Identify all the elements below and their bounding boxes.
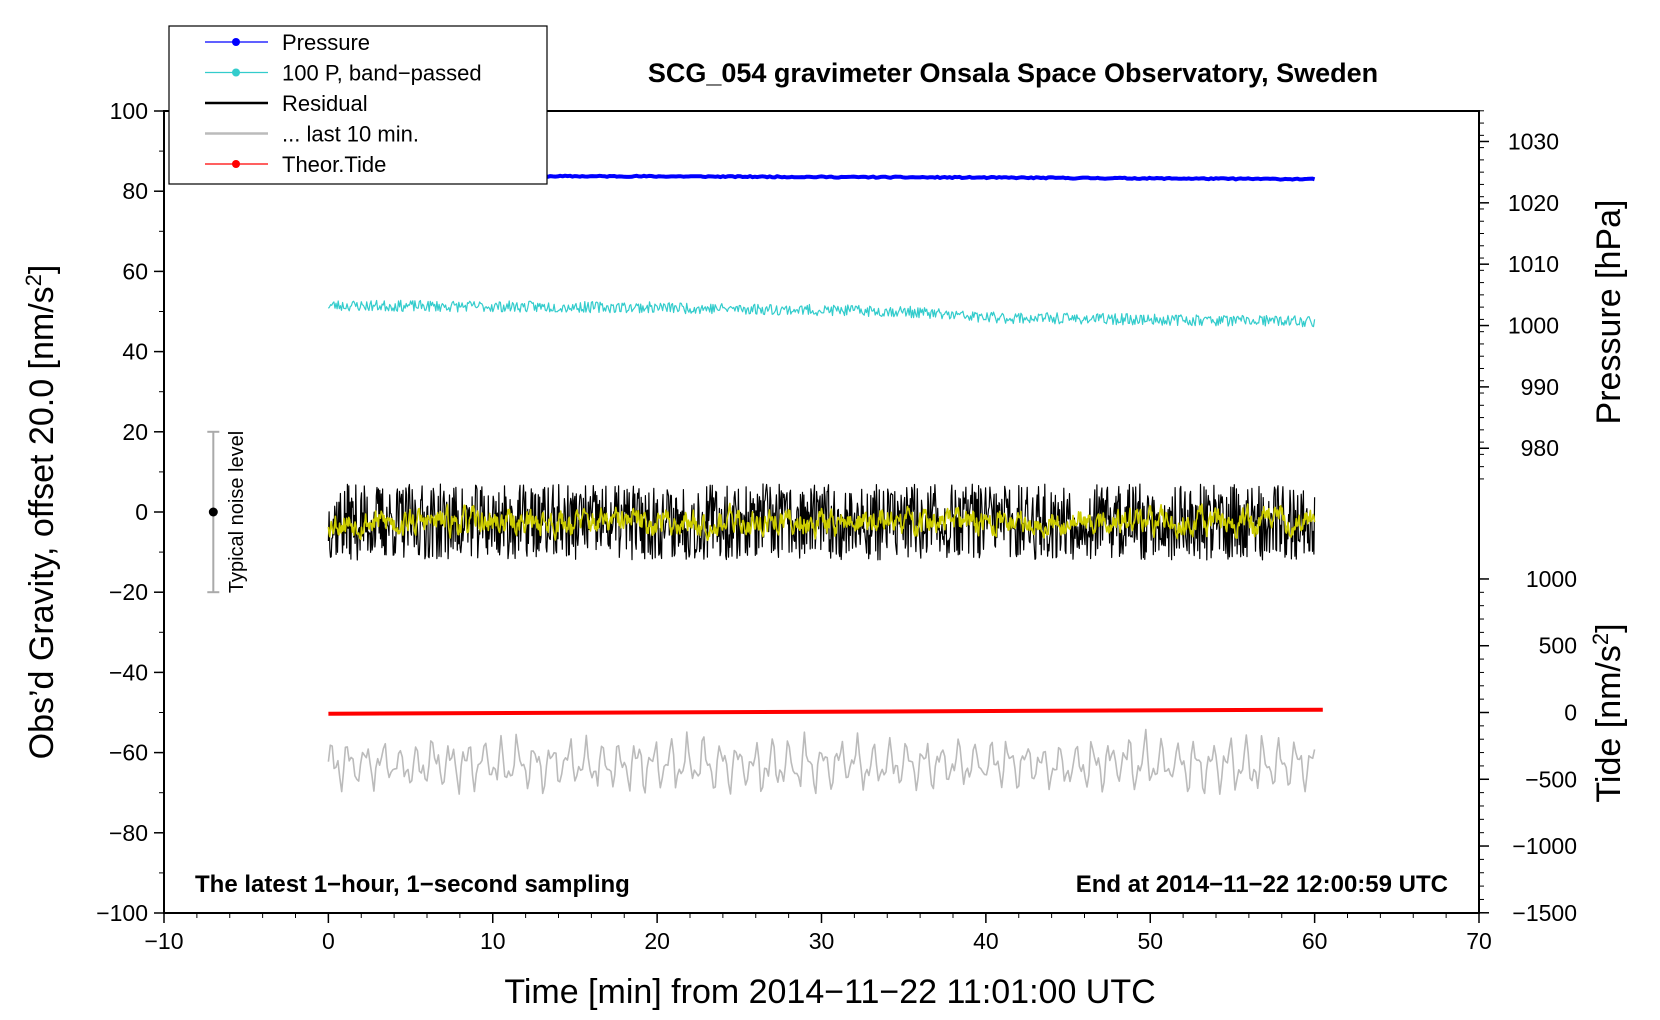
- series-line-3: [327, 502, 1316, 542]
- y-axis-title-pressure: Pressure [hPa]: [1590, 200, 1628, 425]
- series-line-5: [328, 707, 1323, 716]
- y-axis-ticks: −100 −80 −60 −40 −20 0 20 40 60 80 100: [96, 98, 164, 926]
- y-tick-label: −60: [109, 740, 148, 766]
- annotation-end-time: End at 2014−11−22 12:00:59 UTC: [1076, 871, 1448, 898]
- legend-swatch-dot: [232, 160, 240, 168]
- x-axis-title: Time [min] from 2014−11−22 11:01:00 UTC: [504, 973, 1155, 1011]
- y-tick-label: 100: [110, 98, 148, 124]
- tide-tick-label: 0: [1564, 700, 1577, 726]
- y-axis-title-main: Obs’d Gravity, offset 20.0 [nm/s2]: [21, 265, 62, 760]
- x-tick-label: 60: [1302, 928, 1328, 954]
- x-axis-ticks: −10 0 10 20 30 40 50 60 70: [144, 913, 1492, 954]
- x-tick-label: 10: [480, 928, 506, 954]
- x-tick-label: 20: [644, 928, 670, 954]
- pressure-axis-ticks: 980 990 1000 1010 1020 1030: [1479, 110, 1559, 480]
- chart-title: SCG_054 gravimeter Onsala Space Observat…: [648, 58, 1378, 88]
- x-tick-label: 40: [973, 928, 999, 954]
- legend-label: Residual: [282, 91, 368, 116]
- y-tick-label: 80: [122, 178, 148, 204]
- y-tick-label: 60: [122, 258, 148, 284]
- legend-swatch-dot: [232, 68, 240, 77]
- y-axis-title-tide-sup: 2: [1588, 633, 1613, 645]
- series-layer: [327, 173, 1323, 796]
- x-tick-label: −10: [144, 928, 183, 954]
- y-tick-label: −80: [109, 820, 148, 846]
- series-line-4: [327, 728, 1316, 796]
- legend: Pressure 100 P, band−passed Residual ... la…: [168, 25, 548, 185]
- y-tick-label: 20: [122, 419, 148, 445]
- y-axis-title-main-end: ]: [23, 265, 61, 274]
- y-axis-title-tide-end: ]: [1590, 623, 1628, 632]
- noise-bar-label: Typical noise level: [226, 431, 248, 593]
- annotation-sampling: The latest 1−hour, 1−second sampling: [195, 871, 630, 898]
- pressure-tick-label: 990: [1521, 374, 1559, 400]
- y-tick-label: 40: [122, 339, 148, 365]
- y-axis-title-main-sup: 2: [21, 274, 46, 286]
- x-tick-label: 50: [1137, 928, 1163, 954]
- legend-swatch-dot: [232, 38, 240, 46]
- pressure-tick-label: 980: [1521, 435, 1559, 461]
- legend-box: [168, 25, 548, 185]
- y-tick-label: 0: [135, 499, 148, 525]
- pressure-tick-label: 1000: [1508, 313, 1559, 339]
- tide-tick-label: 500: [1539, 633, 1577, 659]
- y-tick-label: −100: [96, 900, 148, 926]
- noise-bar-center-dot: [208, 507, 218, 517]
- tide-tick-label: −1500: [1512, 900, 1577, 926]
- legend-label: Theor.Tide: [282, 152, 386, 177]
- y-axis-title-tide-text: Tide [nm/s: [1590, 645, 1628, 802]
- tide-axis-ticks: −1500 −1000 −500 0 500 1000: [1479, 566, 1577, 926]
- x-tick-label: 70: [1466, 928, 1492, 954]
- x-tick-label: 30: [809, 928, 835, 954]
- series-line-1: [327, 299, 1316, 328]
- tide-tick-label: −1000: [1512, 833, 1577, 859]
- y-axis-title-tide: Tide [nm/s2]: [1588, 623, 1629, 802]
- pressure-tick-label: 1030: [1508, 128, 1559, 154]
- pressure-tick-label: 1010: [1508, 251, 1559, 277]
- y-axis-title-main-text: Obs’d Gravity, offset 20.0 [nm/s: [23, 286, 61, 759]
- y-tick-label: −20: [109, 579, 148, 605]
- x-tick-label: 0: [322, 928, 335, 954]
- legend-label: 100 P, band−passed: [282, 61, 482, 86]
- pressure-tick-label: 1020: [1508, 190, 1559, 216]
- tide-tick-label: −500: [1525, 766, 1577, 792]
- tide-tick-label: 1000: [1526, 566, 1577, 592]
- noise-bar: Typical noise level: [207, 430, 248, 594]
- legend-label: Pressure: [282, 30, 370, 55]
- y-tick-label: −40: [109, 659, 148, 685]
- legend-label: ... last 10 min.: [282, 122, 419, 147]
